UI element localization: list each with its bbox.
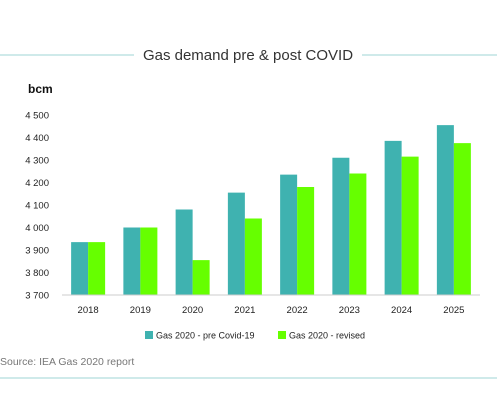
bar-revised-2025 <box>453 143 471 295</box>
bar-pre-covid-2022 <box>280 174 298 295</box>
y-axis-unit: bcm <box>28 82 53 96</box>
bar-revised-2023 <box>349 173 367 295</box>
y-tick-label: 4 300 <box>25 156 49 167</box>
y-tick-label: 4 000 <box>25 223 49 234</box>
bar-revised-2018 <box>88 242 106 295</box>
x-tick-label: 2022 <box>287 305 308 316</box>
legend: Gas 2020 - pre Covid-19 Gas 2020 - revise… <box>145 331 365 341</box>
y-tick-label: 3 800 <box>25 268 49 279</box>
x-tick-label: 2023 <box>339 305 360 316</box>
source-note: Source: IEA Gas 2020 report <box>0 356 134 368</box>
bar-revised-2021 <box>244 218 262 295</box>
bar-revised-2024 <box>401 156 419 295</box>
y-tick-label: 4 400 <box>25 133 49 144</box>
chart-title: Gas demand pre & post COVID <box>143 47 353 64</box>
legend-label-revised: Gas 2020 - revised <box>289 331 365 341</box>
x-tick-label: 2021 <box>234 305 255 316</box>
x-tick-label: 2018 <box>78 305 99 316</box>
y-tick-label: 4 200 <box>25 178 49 189</box>
y-tick-label: 3 900 <box>25 246 49 257</box>
x-tick-label: 2025 <box>443 305 464 316</box>
bar-pre-covid-2019 <box>123 227 141 295</box>
legend-label-pre-covid: Gas 2020 - pre Covid-19 <box>156 331 255 341</box>
x-tick-label: 2024 <box>391 305 412 316</box>
bar-pre-covid-2020 <box>175 209 193 295</box>
legend-swatch-pre-covid <box>145 331 153 339</box>
bar-pre-covid-2021 <box>227 192 245 295</box>
y-tick-label: 4 500 <box>25 111 49 122</box>
bars-group <box>71 125 471 295</box>
y-tick-label: 3 700 <box>25 291 49 302</box>
x-tick-label: 2020 <box>182 305 203 316</box>
legend-swatch-revised <box>278 331 286 339</box>
bar-pre-covid-2025 <box>436 125 454 295</box>
bar-revised-2020 <box>192 260 210 295</box>
bar-pre-covid-2018 <box>71 242 89 295</box>
x-tick-label: 2019 <box>130 305 151 316</box>
bar-revised-2019 <box>140 227 158 295</box>
bar-pre-covid-2024 <box>384 140 402 295</box>
bar-revised-2022 <box>297 187 315 295</box>
bar-pre-covid-2023 <box>332 157 350 295</box>
x-axis-ticks: 2018 2019 2020 2021 2022 2023 2024 2025 <box>78 305 465 316</box>
y-tick-label: 4 100 <box>25 201 49 212</box>
y-axis-ticks: 3 700 3 800 3 900 4 000 4 100 4 200 4 300 4 400… <box>25 111 49 302</box>
